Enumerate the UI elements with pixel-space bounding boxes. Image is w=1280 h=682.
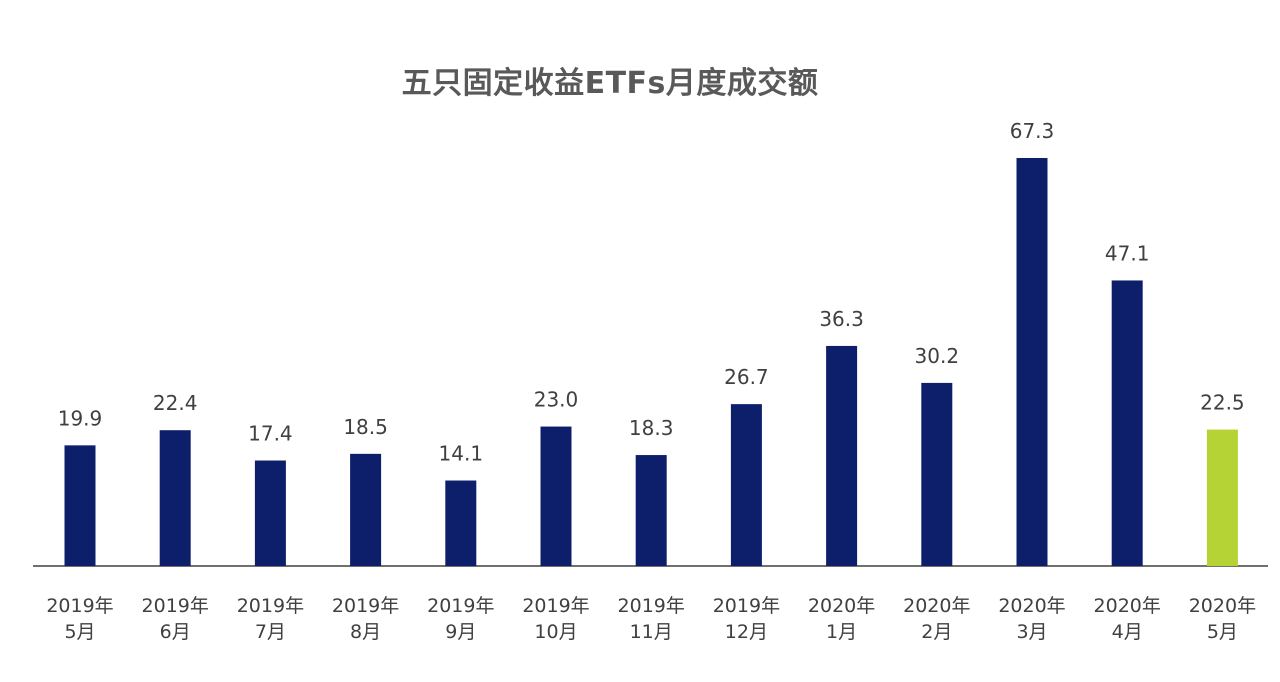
bar: [159, 430, 191, 566]
x-tick-label-year: 2019年: [522, 595, 589, 617]
data-label: 23.0: [534, 388, 579, 412]
bar: [635, 455, 667, 566]
data-label: 22.4: [153, 391, 198, 415]
bar: [1111, 280, 1143, 566]
bar: [350, 453, 382, 566]
x-tick-label-month: 1月: [826, 621, 857, 643]
x-tick-label-year: 2020年: [998, 595, 1065, 617]
x-tick-label-month: 3月: [1016, 621, 1047, 643]
x-tick-label-month: 6月: [160, 621, 191, 643]
x-tick-label-year: 2020年: [808, 595, 875, 617]
data-label: 36.3: [819, 307, 864, 331]
x-tick-label-month: 10月: [534, 621, 577, 643]
x-tick-label-year: 2019年: [142, 595, 209, 617]
bar: [826, 345, 858, 566]
bar: [540, 426, 572, 566]
x-tick-label-year: 2019年: [618, 595, 685, 617]
data-label: 47.1: [1105, 241, 1150, 265]
bar: [730, 404, 762, 566]
x-tick-label-year: 2020年: [903, 595, 970, 617]
data-label: 30.2: [915, 344, 960, 368]
data-label: 22.5: [1200, 391, 1245, 415]
x-tick-label-year: 2019年: [46, 595, 113, 617]
x-tick-label-month: 2月: [921, 621, 952, 643]
x-tick-label-month: 8月: [350, 621, 381, 643]
bar: [64, 445, 96, 566]
chart-title: 五只固定收益ETFs月度成交额: [401, 66, 819, 101]
data-label: 18.5: [343, 415, 388, 439]
bar: [921, 382, 953, 566]
data-label: 67.3: [1010, 119, 1055, 143]
x-tick-label-year: 2020年: [1094, 595, 1161, 617]
x-tick-label-month: 4月: [1112, 621, 1143, 643]
x-tick-label-year: 2019年: [332, 595, 399, 617]
x-tick-label-month: 5月: [64, 621, 95, 643]
data-label: 17.4: [248, 422, 293, 446]
bar: [1206, 429, 1238, 566]
bar: [1016, 158, 1048, 566]
x-tick-label-month: 9月: [445, 621, 476, 643]
x-tick-label-month: 11月: [630, 621, 673, 643]
data-label: 26.7: [724, 365, 769, 389]
x-tick-label-year: 2020年: [1189, 595, 1256, 617]
bar: [445, 480, 477, 566]
data-label: 18.3: [629, 416, 674, 440]
bar: [254, 460, 286, 566]
x-tick-label-year: 2019年: [713, 595, 780, 617]
x-tick-label-month: 7月: [255, 621, 286, 643]
x-tick-label-year: 2019年: [237, 595, 304, 617]
data-label: 19.9: [58, 406, 103, 430]
data-label: 14.1: [439, 442, 484, 466]
x-tick-label-year: 2019年: [427, 595, 494, 617]
x-tick-label-month: 12月: [725, 621, 768, 643]
x-tick-label-month: 5月: [1207, 621, 1238, 643]
